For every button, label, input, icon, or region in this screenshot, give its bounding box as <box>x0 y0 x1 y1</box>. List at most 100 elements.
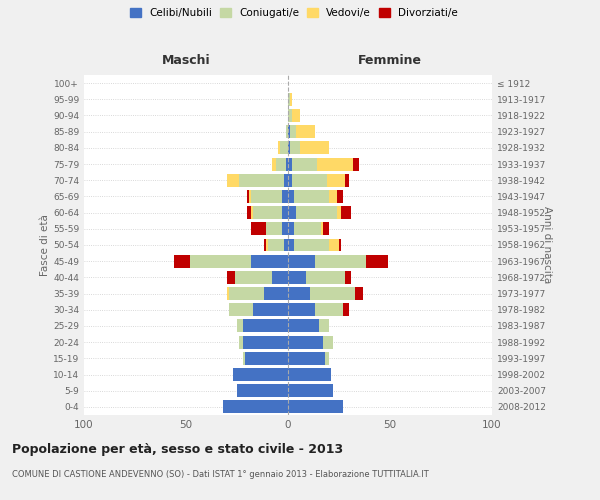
Bar <box>239 174 284 186</box>
Bar <box>243 320 288 332</box>
Bar <box>288 271 307 284</box>
Bar <box>288 142 290 154</box>
Bar <box>251 222 266 235</box>
Bar <box>280 142 288 154</box>
Bar <box>288 254 314 268</box>
Bar <box>263 238 266 252</box>
Text: Popolazione per età, sesso e stato civile - 2013: Popolazione per età, sesso e stato civil… <box>12 442 343 456</box>
Bar <box>345 271 351 284</box>
Bar <box>317 158 353 170</box>
Bar <box>327 174 345 186</box>
Bar <box>227 287 229 300</box>
Bar <box>355 287 364 300</box>
Bar <box>288 320 319 332</box>
Bar <box>282 222 288 235</box>
Bar <box>245 352 288 365</box>
Bar <box>243 336 288 348</box>
Bar <box>294 238 329 252</box>
Bar <box>314 254 365 268</box>
Bar <box>247 190 249 203</box>
Bar <box>282 190 288 203</box>
Bar <box>276 158 286 170</box>
Bar <box>272 271 288 284</box>
Bar <box>288 368 331 381</box>
Bar <box>266 222 282 235</box>
Bar <box>272 158 276 170</box>
Bar <box>288 238 294 252</box>
Bar <box>288 158 292 170</box>
Bar <box>284 174 288 186</box>
Bar <box>290 142 300 154</box>
Bar <box>286 158 288 170</box>
Bar <box>233 368 288 381</box>
Bar <box>307 271 345 284</box>
Bar <box>294 222 320 235</box>
Bar <box>229 287 263 300</box>
Bar <box>288 352 325 365</box>
Bar <box>190 254 251 268</box>
Bar <box>266 238 268 252</box>
Bar <box>353 158 359 170</box>
Bar <box>329 238 339 252</box>
Bar <box>337 190 343 203</box>
Bar <box>251 254 288 268</box>
Bar <box>294 190 329 203</box>
Bar <box>288 384 333 397</box>
Bar <box>227 174 239 186</box>
Bar <box>288 174 292 186</box>
Bar <box>235 271 272 284</box>
Bar <box>296 125 314 138</box>
Bar <box>325 352 329 365</box>
Bar <box>282 206 288 219</box>
Bar <box>288 93 290 106</box>
Bar <box>319 320 329 332</box>
Bar <box>341 206 351 219</box>
Bar <box>227 271 235 284</box>
Bar <box>278 142 280 154</box>
Bar <box>237 320 243 332</box>
Bar <box>343 304 349 316</box>
Bar <box>263 287 288 300</box>
Bar <box>288 206 296 219</box>
Bar <box>174 254 190 268</box>
Bar <box>337 206 341 219</box>
Bar <box>237 384 288 397</box>
Bar <box>290 93 292 106</box>
Bar <box>288 336 323 348</box>
Bar <box>288 400 343 413</box>
Bar <box>268 238 284 252</box>
Bar <box>249 190 251 203</box>
Bar <box>251 206 253 219</box>
Bar <box>296 206 337 219</box>
Bar <box>288 125 290 138</box>
Text: COMUNE DI CASTIONE ANDEVENNO (SO) - Dati ISTAT 1° gennaio 2013 - Elaborazione TU: COMUNE DI CASTIONE ANDEVENNO (SO) - Dati… <box>12 470 429 479</box>
Bar <box>339 238 341 252</box>
Bar <box>288 190 294 203</box>
Bar <box>247 206 251 219</box>
Bar <box>292 109 300 122</box>
Text: Femmine: Femmine <box>358 54 422 68</box>
Bar <box>284 238 288 252</box>
Bar <box>365 254 388 268</box>
Bar <box>253 304 288 316</box>
Bar <box>290 125 296 138</box>
Bar <box>251 190 282 203</box>
Text: Maschi: Maschi <box>161 54 211 68</box>
Bar <box>229 304 253 316</box>
Legend: Celibi/Nubili, Coniugati/e, Vedovi/e, Divorziati/e: Celibi/Nubili, Coniugati/e, Vedovi/e, Di… <box>127 5 461 21</box>
Y-axis label: Fasce di età: Fasce di età <box>40 214 50 276</box>
Bar <box>292 158 317 170</box>
Bar <box>286 125 288 138</box>
Bar <box>288 304 314 316</box>
Bar <box>320 222 323 235</box>
Bar <box>345 174 349 186</box>
Bar <box>239 336 243 348</box>
Bar <box>243 352 245 365</box>
Bar <box>223 400 288 413</box>
Y-axis label: Anni di nascita: Anni di nascita <box>542 206 551 284</box>
Bar <box>323 222 329 235</box>
Bar <box>323 336 333 348</box>
Bar <box>300 142 329 154</box>
Bar <box>310 287 355 300</box>
Bar <box>288 287 310 300</box>
